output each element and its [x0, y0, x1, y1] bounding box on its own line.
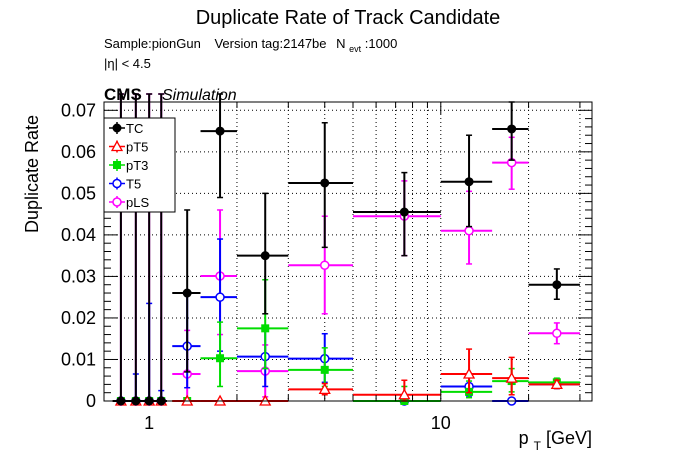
cms-label: CMS: [104, 85, 142, 104]
chart-title: Duplicate Rate of Track Candidate: [196, 7, 501, 29]
legend-marker-pt5: [110, 140, 124, 152]
y-tick-label: 0.03: [61, 266, 96, 286]
series-pt3: [112, 278, 580, 405]
data-point: [318, 383, 331, 395]
legend-label-tc: TC: [126, 121, 143, 136]
legend-label-t5: T5: [126, 177, 141, 192]
data-point: [505, 371, 518, 383]
x-axis-title: p T [GeV]: [519, 428, 592, 454]
legend-label-pt3: pT3: [126, 158, 148, 173]
data-point: [550, 378, 563, 390]
subtitle-nevt-value: :1000: [365, 36, 398, 51]
data-point: [320, 178, 330, 188]
x-axis-title-unit: [GeV]: [546, 428, 592, 448]
y-tick-label: 0.01: [61, 349, 96, 369]
subtitle-line: Sample:pionGun Version tag:2147be N evt …: [104, 36, 397, 55]
legend-marker-pls: [112, 197, 122, 207]
data-point: [464, 177, 474, 187]
data-point: [215, 126, 225, 136]
x-tick-label: 1: [144, 413, 154, 433]
data-point: [320, 365, 329, 374]
data-point: [319, 260, 330, 270]
x-axis-title-main: p: [519, 428, 529, 448]
y-tick-label: 0.04: [61, 225, 96, 245]
y-tick-label: 0.02: [61, 308, 96, 328]
data-point: [216, 354, 225, 363]
data-point: [261, 324, 270, 333]
data-point: [215, 292, 225, 302]
y-tick-label: 0: [86, 391, 96, 411]
y-tick-label: 0.06: [61, 142, 96, 162]
plot-frame: [103, 101, 593, 402]
data-point: [182, 288, 192, 298]
data-point: [552, 328, 562, 339]
subtitle-version: Version tag:2147be: [214, 36, 326, 51]
legend: TC pT5 pT3 T5 pLS: [103, 117, 176, 213]
series-layer: [112, 93, 580, 406]
legend-label-pls: pLS: [126, 195, 149, 210]
simulation-label: Simulation: [162, 87, 237, 104]
y-tick-label: 0.05: [61, 183, 96, 203]
data-point: [507, 124, 517, 134]
y-axis-title: Duplicate Rate: [22, 115, 42, 233]
legend-label-pt5: pT5: [126, 140, 148, 155]
legend-marker-pt3: [113, 161, 121, 169]
legend-marker-t5: [112, 178, 122, 189]
data-point: [462, 367, 476, 379]
x-axis-title-sub: T: [534, 439, 542, 453]
subtitle-sample: Sample:pionGun: [104, 36, 201, 51]
data-point: [399, 207, 409, 217]
subtitle-nevt-sub: evt: [349, 44, 362, 54]
data-point: [398, 388, 411, 400]
data-point: [260, 251, 270, 261]
eta-cut-label: |η| < 4.5: [104, 56, 151, 71]
x-tick-label: 10: [431, 413, 451, 433]
subtitle-nevt-prefix: N: [336, 36, 345, 51]
legend-marker-tc: [112, 123, 122, 133]
data-point: [464, 225, 474, 236]
y-tick-label: 0.07: [61, 100, 96, 120]
data-point: [552, 280, 562, 290]
grid: [103, 102, 592, 401]
